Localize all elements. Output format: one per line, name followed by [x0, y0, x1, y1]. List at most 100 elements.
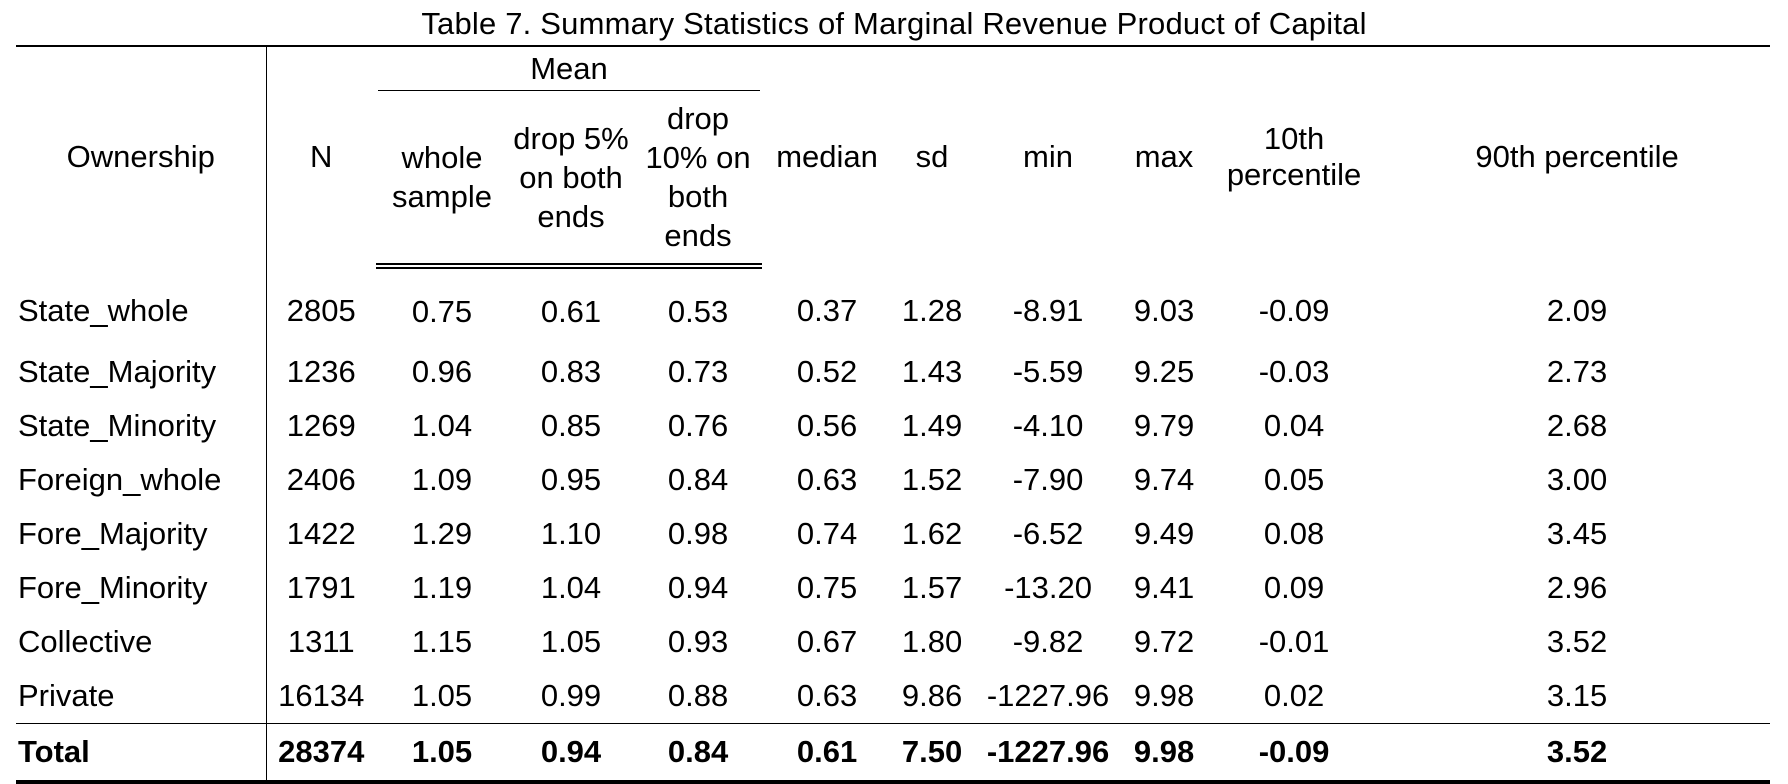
cell-ownership: Foreign_whole [16, 453, 267, 507]
cell-whole-sample: 1.19 [411, 570, 473, 605]
cell-drop-5: 0.83 [540, 354, 602, 389]
cell-drop-10: 0.98 [667, 516, 729, 551]
header-n: N [266, 45, 376, 266]
table-title: Table 7. Summary Statistics of Marginal … [421, 6, 1367, 41]
header-median: median [762, 45, 893, 266]
cell-p10: 0.05 [1263, 462, 1325, 497]
cell-ownership: Total [16, 723, 267, 784]
cell-n: 2805 [286, 292, 356, 328]
cell-p10: 0.09 [1263, 570, 1325, 605]
cell-min: -1227.96 [972, 723, 1125, 784]
cell-sd: 1.52 [901, 462, 963, 497]
cell-p90: 2.68 [1546, 408, 1608, 443]
cell-median: 0.56 [796, 408, 858, 443]
cell-min: -8.91 [1012, 292, 1084, 328]
cell-drop-5: 0.99 [540, 678, 602, 713]
table-row: Fore_Majority 1422 1.29 1.10 0.98 0.74 1.62 -6.… [16, 507, 1770, 561]
header-90th-percentile: 90th percentile [1384, 45, 1771, 266]
cell-p10: 0.08 [1263, 516, 1325, 551]
header-whole-sample: whole sample [376, 91, 508, 269]
table-body: State_whole 2805 0.75 0.61 0.53 0.37 1.28 -8.91… [16, 266, 1771, 784]
cell-sd: 1.80 [901, 624, 963, 659]
header-10th-percentile: 10th percentile [1204, 45, 1385, 266]
cell-p90: 2.73 [1546, 354, 1608, 389]
cell-max: 9.49 [1133, 516, 1195, 551]
cell-max: 9.03 [1133, 292, 1195, 328]
cell-drop-10: 0.94 [667, 570, 729, 605]
cell-drop-5: 0.95 [540, 462, 602, 497]
cell-n: 1311 [287, 624, 355, 659]
cell-whole-sample: 1.05 [411, 678, 473, 713]
cell-whole-sample: 0.75 [411, 294, 473, 329]
cell-drop-10: 0.84 [634, 723, 763, 784]
cell-whole-sample: 1.09 [411, 462, 473, 497]
cell-whole-sample: 0.96 [411, 354, 473, 389]
cell-p10: 0.02 [1263, 678, 1325, 713]
cell-ownership: Collective [16, 615, 267, 669]
cell-ownership: Fore_Minority [16, 561, 267, 615]
cell-n: 1422 [286, 516, 356, 551]
header-min: min [972, 45, 1125, 266]
cell-ownership: State_whole [16, 266, 267, 345]
cell-drop-10: 0.73 [667, 354, 729, 389]
summary-statistics-table: Ownership N Mean median sd min max 10th … [16, 45, 1771, 784]
cell-whole-sample: 1.15 [411, 624, 473, 659]
cell-ownership: Private [16, 669, 267, 724]
cell-n: 1791 [286, 570, 356, 605]
cell-whole-sample: 1.04 [411, 408, 473, 443]
header-ownership: Ownership [16, 45, 267, 266]
cell-sd: 1.49 [901, 408, 963, 443]
cell-median: 0.63 [796, 462, 858, 497]
cell-sd: 7.50 [892, 723, 973, 784]
cell-p10: -0.09 [1204, 723, 1385, 784]
cell-median: 0.52 [796, 354, 858, 389]
cell-p90: 2.09 [1546, 292, 1608, 328]
cell-whole-sample: 1.29 [411, 516, 473, 551]
cell-p90: 2.96 [1546, 570, 1608, 605]
header-drop-5: drop 5% on both ends [508, 91, 634, 269]
table-row: State_Majority 1236 0.96 0.83 0.73 0.52 1.43 -5… [16, 345, 1770, 399]
cell-ownership: State_Minority [16, 399, 267, 453]
cell-p90: 3.15 [1546, 678, 1608, 713]
cell-n: 2406 [286, 462, 356, 497]
cell-drop-5: 1.10 [540, 516, 602, 551]
header-mean-group: Mean [376, 45, 763, 91]
cell-p10: -0.09 [1258, 292, 1330, 328]
cell-sd: 1.57 [901, 570, 963, 605]
table-row: Collective 1311 1.15 1.05 0.93 0.67 1.80 -9.82 9… [16, 615, 1770, 669]
cell-drop-10: 0.93 [667, 624, 729, 659]
header-drop-10: drop 10% on both ends [634, 91, 763, 269]
cell-sd: 1.62 [901, 516, 963, 551]
cell-p10: -0.01 [1258, 624, 1330, 659]
cell-ownership: State_Majority [16, 345, 267, 399]
cell-drop-5: 1.05 [540, 624, 602, 659]
cell-min: -1227.96 [986, 678, 1110, 713]
cell-n: 16134 [278, 678, 365, 713]
cell-n: 1269 [286, 408, 356, 443]
table-row: Fore_Minority 1791 1.19 1.04 0.94 0.75 1.57 -13… [16, 561, 1770, 615]
cell-min: -6.52 [1012, 516, 1084, 551]
cell-drop-10: 0.88 [667, 678, 729, 713]
cell-p90: 3.52 [1546, 624, 1608, 659]
cell-p10: 0.04 [1263, 408, 1325, 443]
cell-max: 9.72 [1133, 624, 1195, 659]
cell-max: 9.98 [1133, 678, 1195, 713]
table-row: Private 16134 1.05 0.99 0.88 0.63 9.86 -1227.96… [16, 669, 1770, 724]
cell-median: 0.74 [796, 516, 858, 551]
table-row: Foreign_whole 2406 1.09 0.95 0.84 0.63 1.52 -7.… [16, 453, 1770, 507]
cell-median: 0.67 [796, 624, 858, 659]
cell-drop-10: 0.53 [667, 294, 729, 329]
header-mean-label: Mean [378, 48, 761, 91]
cell-max: 9.98 [1124, 723, 1205, 784]
cell-median: 0.37 [796, 292, 858, 328]
table-row: State_whole 2805 0.75 0.61 0.53 0.37 1.28 -8.91… [16, 266, 1770, 345]
cell-max: 9.74 [1133, 462, 1195, 497]
cell-drop-10: 0.76 [667, 408, 729, 443]
cell-n: 1236 [286, 354, 356, 389]
cell-drop-5: 0.94 [508, 723, 634, 784]
cell-sd: 1.28 [901, 292, 963, 328]
cell-drop-5: 1.04 [540, 570, 602, 605]
cell-median: 0.61 [762, 723, 893, 784]
cell-median: 0.63 [796, 678, 858, 713]
cell-median: 0.75 [796, 570, 858, 605]
